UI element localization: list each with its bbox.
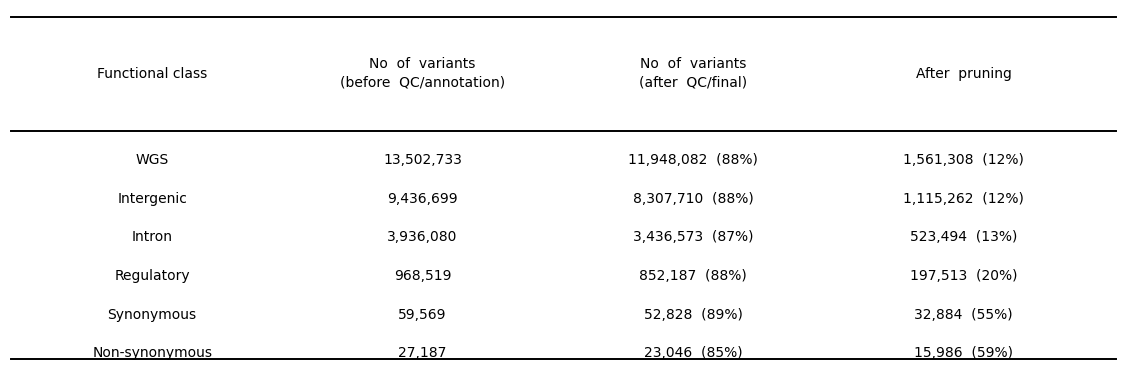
Text: After  pruning: After pruning xyxy=(915,67,1012,81)
Text: 8,307,710  (88%): 8,307,710 (88%) xyxy=(632,192,754,206)
Text: Intron: Intron xyxy=(132,230,172,244)
Text: 52,828  (89%): 52,828 (89%) xyxy=(644,308,743,322)
Text: No  of  variants
(before  QC/annotation): No of variants (before QC/annotation) xyxy=(340,57,505,90)
Text: Intergenic: Intergenic xyxy=(117,192,187,206)
Text: WGS: WGS xyxy=(135,153,169,167)
Text: 59,569: 59,569 xyxy=(398,308,447,322)
Text: 523,494  (13%): 523,494 (13%) xyxy=(909,230,1018,244)
Text: 23,046  (85%): 23,046 (85%) xyxy=(644,346,743,360)
Text: 968,519: 968,519 xyxy=(393,269,452,283)
Text: Functional class: Functional class xyxy=(97,67,207,81)
Text: 3,436,573  (87%): 3,436,573 (87%) xyxy=(633,230,753,244)
Text: No  of  variants
(after  QC/final): No of variants (after QC/final) xyxy=(639,57,747,90)
Text: 11,948,082  (88%): 11,948,082 (88%) xyxy=(628,153,758,167)
Text: 32,884  (55%): 32,884 (55%) xyxy=(914,308,1013,322)
Text: 1,115,262  (12%): 1,115,262 (12%) xyxy=(903,192,1024,206)
Text: 27,187: 27,187 xyxy=(399,346,446,360)
Text: 13,502,733: 13,502,733 xyxy=(383,153,462,167)
Text: Non-synonymous: Non-synonymous xyxy=(92,346,212,360)
Text: Synonymous: Synonymous xyxy=(107,308,197,322)
Text: 1,561,308  (12%): 1,561,308 (12%) xyxy=(903,153,1024,167)
Text: 852,187  (88%): 852,187 (88%) xyxy=(639,269,747,283)
Text: 197,513  (20%): 197,513 (20%) xyxy=(909,269,1018,283)
Text: Regulatory: Regulatory xyxy=(114,269,190,283)
Text: 15,986  (59%): 15,986 (59%) xyxy=(914,346,1013,360)
Text: 3,936,080: 3,936,080 xyxy=(388,230,458,244)
Text: 9,436,699: 9,436,699 xyxy=(388,192,458,206)
